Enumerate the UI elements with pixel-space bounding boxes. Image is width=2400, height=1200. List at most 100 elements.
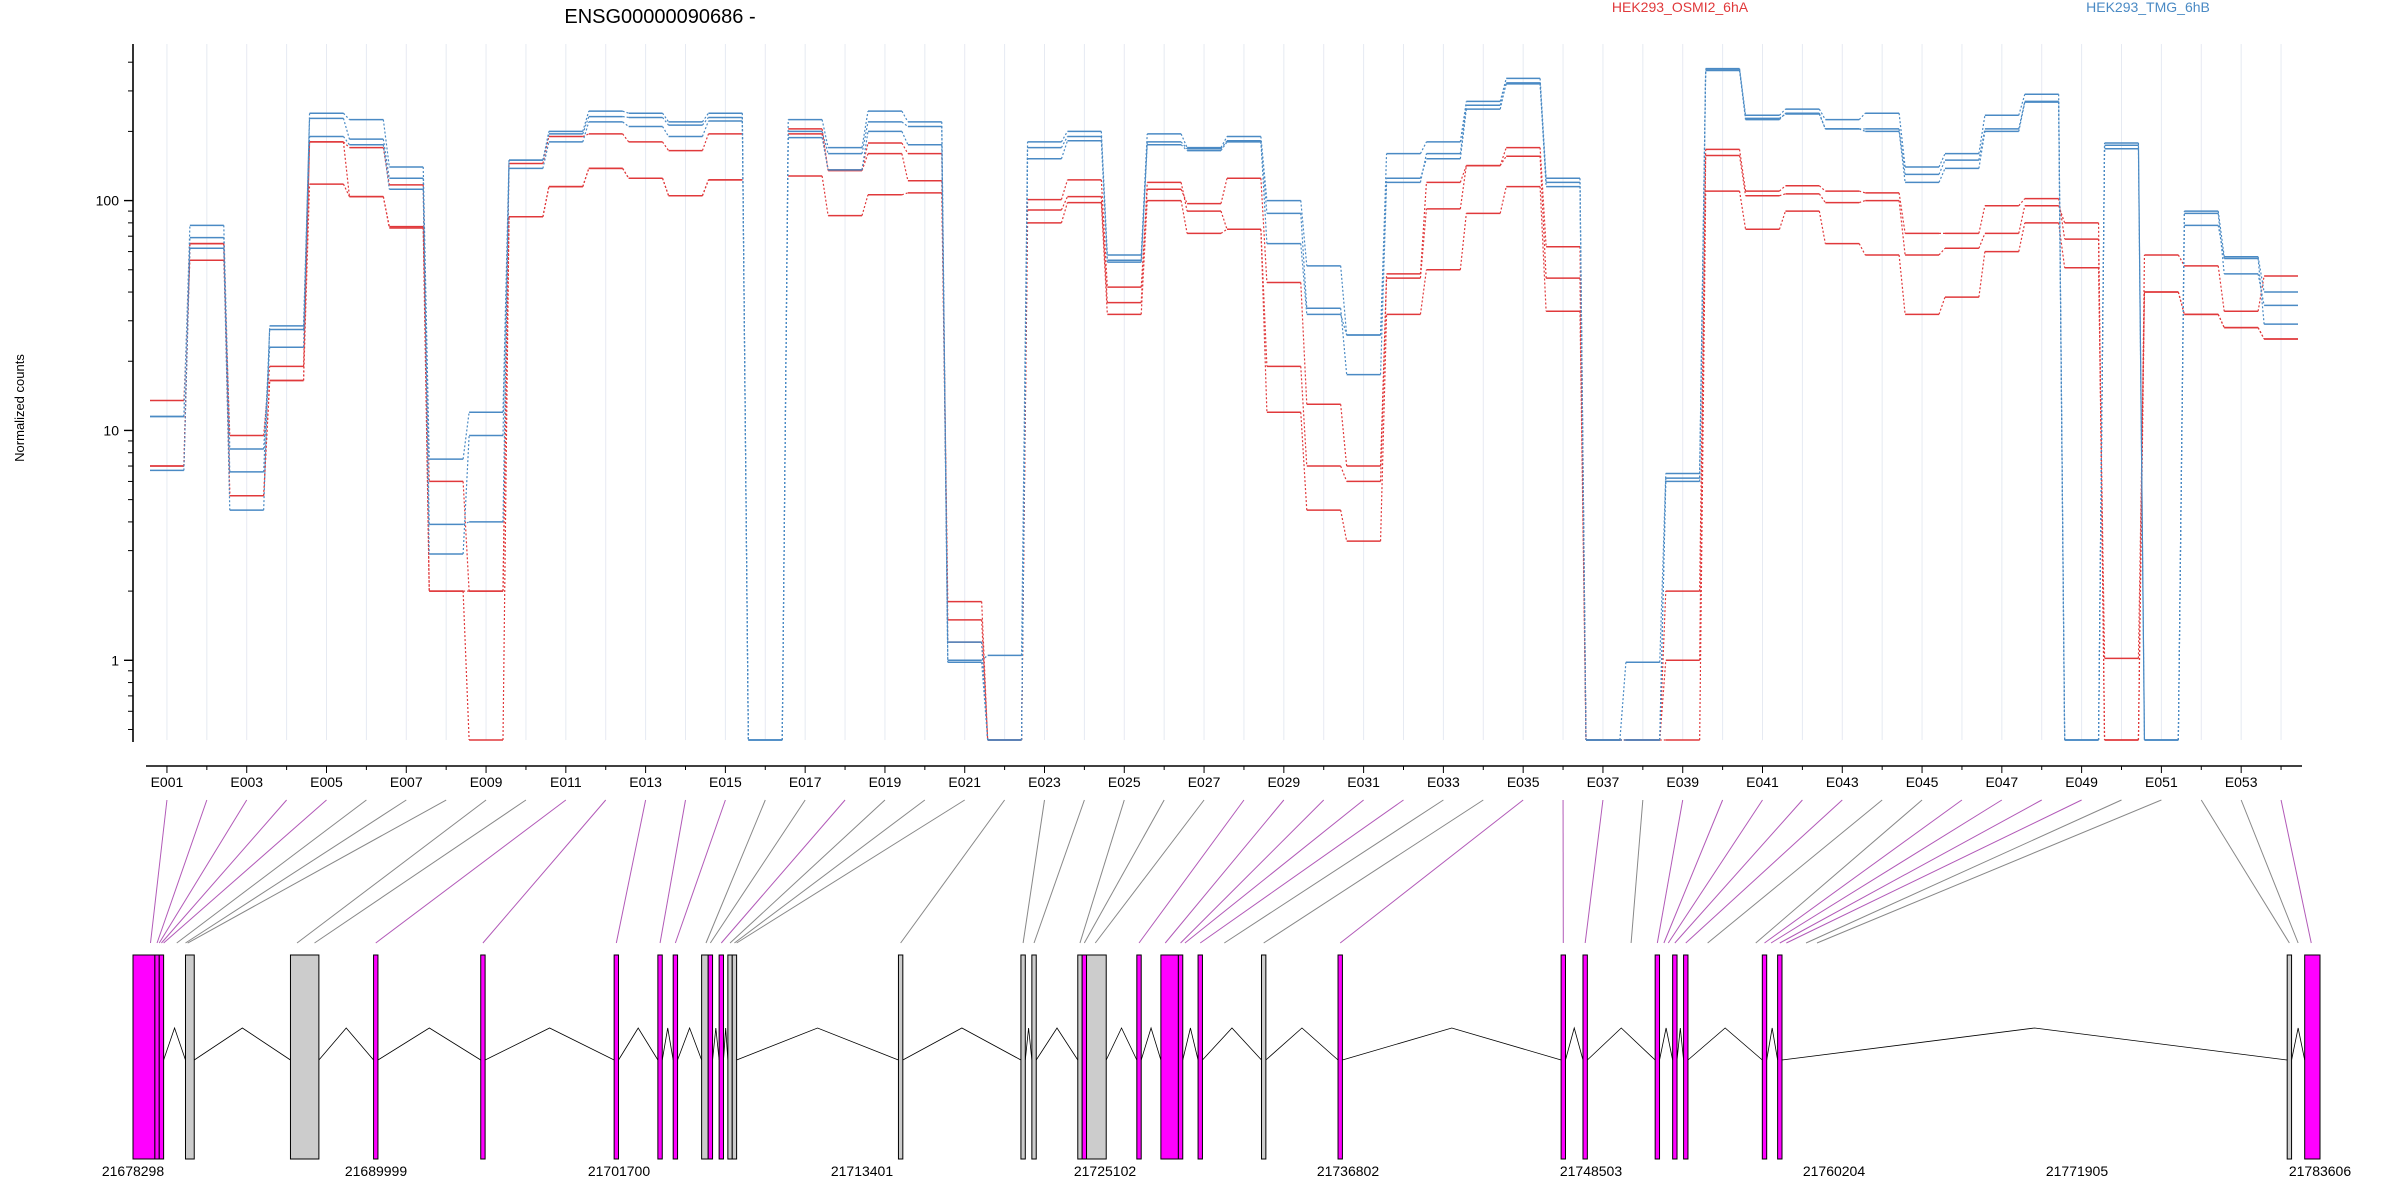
- intron-line: [194, 1027, 291, 1061]
- exon-box-highlighted: [1654, 954, 1661, 1160]
- exon-connector-line: [1164, 799, 1285, 944]
- series-connector: [1738, 149, 1747, 192]
- series-connector: [1379, 182, 1388, 375]
- exon-box: [1086, 954, 1107, 1160]
- x-tick-label: E027: [1188, 774, 1221, 790]
- series-connector: [1659, 481, 1667, 741]
- exon-box: [1020, 954, 1026, 1160]
- exon-box: [184, 954, 195, 1160]
- series-connector: [821, 128, 829, 171]
- series-connector: [1938, 153, 1946, 168]
- series-connector: [622, 168, 630, 179]
- series-connector: [1180, 141, 1188, 150]
- series-connector: [582, 168, 590, 187]
- series-connector: [1260, 141, 1268, 244]
- series-connector: [1220, 178, 1228, 204]
- exon-connector-line: [1663, 799, 1724, 944]
- series-connector: [821, 175, 829, 216]
- exon-connector-line: [2240, 799, 2299, 944]
- series-connector: [2177, 213, 2185, 741]
- series-connector: [2177, 225, 2185, 741]
- genome-tick-label: 21736802: [1317, 1163, 1380, 1179]
- series-connector: [1539, 156, 1547, 279]
- x-tick-label: E039: [1666, 774, 1699, 790]
- exon-connector-line: [296, 799, 487, 944]
- series-connector: [622, 110, 629, 114]
- series-connector: [1898, 192, 1906, 234]
- series-connector: [981, 601, 989, 741]
- series-connector: [1499, 82, 1507, 110]
- exon-box-highlighted: [1582, 954, 1588, 1160]
- series-connector: [622, 133, 630, 143]
- series-connector: [662, 126, 670, 137]
- x-tick-label: E013: [629, 774, 662, 790]
- series-connector: [1619, 662, 1627, 741]
- series-connector: [1300, 282, 1308, 405]
- exon-connector-line: [615, 799, 647, 944]
- series-connector: [1978, 233, 1986, 249]
- series-connector: [2137, 254, 2146, 741]
- exon-connector-line: [2200, 799, 2290, 944]
- series-connector: [1140, 144, 1148, 263]
- exon-box-highlighted: [1777, 954, 1783, 1160]
- series-connector: [901, 110, 909, 123]
- series-connector: [1938, 168, 1946, 183]
- series-connector: [861, 194, 869, 216]
- series-connector: [1260, 229, 1268, 367]
- intron-line: [1342, 1027, 1562, 1061]
- exon-box-highlighted: [1761, 954, 1768, 1160]
- exon-box-highlighted: [1177, 954, 1184, 1160]
- exon-box-highlighted: [480, 954, 486, 1160]
- exon-box-highlighted: [1160, 954, 1179, 1160]
- intron-line: [661, 1027, 674, 1061]
- exon-box: [727, 954, 733, 1160]
- series-connector: [582, 121, 590, 143]
- x-tick-label: E053: [2225, 774, 2258, 790]
- x-tick-label: E017: [789, 774, 822, 790]
- series-connector: [1060, 202, 1069, 224]
- exon-connector-line: [1083, 799, 1165, 944]
- axes: [132, 44, 2302, 767]
- chart-title: ENSG00000090686 -: [564, 6, 755, 28]
- exon-box: [1031, 954, 1037, 1160]
- intron-line: [1587, 1027, 1656, 1061]
- series-connector: [1060, 179, 1069, 200]
- x-tick-label: E007: [390, 774, 423, 790]
- series-connector: [701, 117, 709, 126]
- series-connector: [2217, 314, 2225, 328]
- legend-entry-osmi2: HEK293_OSMI2_6hA: [1612, 0, 1749, 15]
- exon-connector-line: [1079, 799, 1125, 944]
- series-connector: [1100, 179, 1108, 288]
- series-connector: [1340, 465, 1348, 482]
- series-connector: [502, 160, 510, 522]
- intron-line: [618, 1027, 659, 1061]
- series-connector: [1659, 591, 1667, 741]
- exon-connector-line: [314, 799, 527, 944]
- intron-line: [1182, 1027, 1199, 1061]
- series-connector: [1898, 254, 1906, 315]
- exon-connector-line: [1224, 799, 1444, 944]
- series-connector: [1499, 147, 1507, 166]
- series-connector: [1340, 404, 1348, 467]
- gene-model: [132, 954, 2321, 1160]
- exon-box-highlighted: [1683, 954, 1689, 1160]
- series-connector: [1180, 182, 1188, 212]
- series-connector: [1499, 155, 1507, 166]
- series-connector: [1060, 140, 1069, 159]
- exon-box: [731, 954, 738, 1160]
- series-connector: [2217, 225, 2225, 259]
- exon-box-highlighted: [1672, 954, 1678, 1160]
- series-connector: [1340, 265, 1348, 336]
- series-connector: [1300, 366, 1308, 467]
- series-connector: [542, 133, 550, 161]
- series-connector: [901, 131, 909, 145]
- series-connector: [542, 186, 550, 217]
- intron-line: [736, 1027, 899, 1061]
- exon-box-highlighted: [373, 954, 379, 1160]
- exon-box: [289, 954, 320, 1160]
- exon-connector-line: [1816, 799, 2162, 944]
- genome-ticks: 21678298 21689999 21701700 21713401 21725102…: [102, 1163, 2352, 1179]
- series-connector: [2177, 254, 2185, 267]
- exon-box: [2286, 954, 2293, 1160]
- series-connector: [661, 178, 670, 196]
